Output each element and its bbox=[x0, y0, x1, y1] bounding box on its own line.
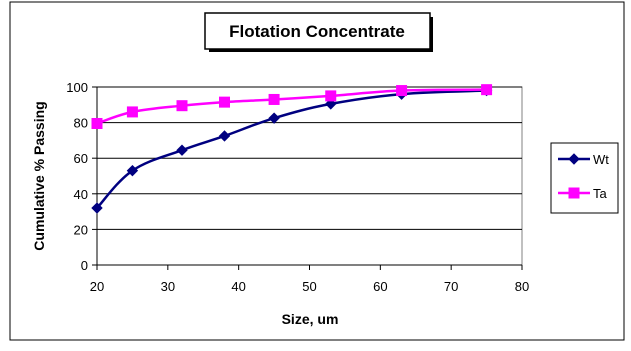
x-tick-label: 20 bbox=[90, 279, 104, 294]
legend-marker-ta bbox=[568, 187, 580, 199]
data-point-wt bbox=[126, 164, 139, 177]
title-box-shadow bbox=[430, 17, 433, 52]
data-point-ta bbox=[176, 100, 188, 112]
data-point-wt bbox=[176, 144, 188, 156]
y-tick-label: 60 bbox=[74, 151, 88, 166]
data-point-ta bbox=[219, 96, 230, 108]
legend-label-wt: Wt bbox=[593, 152, 609, 167]
y-tick-label: 100 bbox=[66, 80, 88, 95]
legend-label-ta: Ta bbox=[593, 186, 608, 201]
x-tick-label: 80 bbox=[515, 279, 529, 294]
x-axis-label: Size, um bbox=[282, 311, 339, 327]
data-point-wt bbox=[91, 202, 103, 214]
plot-area bbox=[96, 86, 523, 266]
data-point-wt bbox=[218, 130, 231, 142]
data-point-wt bbox=[268, 112, 280, 124]
y-axis-label: Cumulative % Passing bbox=[31, 101, 47, 250]
data-point-ta bbox=[396, 85, 408, 97]
x-tick-label: 50 bbox=[302, 279, 316, 294]
data-point-ta bbox=[126, 106, 138, 118]
gridlines bbox=[97, 86, 522, 230]
x-tick-label: 40 bbox=[231, 279, 245, 294]
data-point-ta bbox=[268, 93, 280, 105]
legend-box bbox=[550, 142, 619, 214]
data-point-ta bbox=[325, 90, 337, 102]
y-tick-label: 0 bbox=[81, 258, 88, 273]
legend: Wt Ta bbox=[558, 152, 609, 201]
y-tick-label: 80 bbox=[74, 116, 88, 131]
title-box bbox=[204, 12, 431, 50]
title-box-shadow-bottom bbox=[209, 49, 433, 52]
x-tick-label: 60 bbox=[373, 279, 387, 294]
data-point-wt bbox=[325, 98, 337, 110]
data-point-ta bbox=[91, 117, 103, 129]
series-layer bbox=[91, 84, 493, 214]
y-tick-label: 40 bbox=[74, 187, 88, 202]
chart-title: Flotation Concentrate bbox=[229, 22, 405, 41]
y-tick-label: 20 bbox=[74, 222, 88, 237]
legend-marker-wt bbox=[568, 153, 580, 165]
x-tick-label: 30 bbox=[161, 279, 175, 294]
data-point-ta bbox=[481, 84, 493, 96]
x-tick-label: 70 bbox=[444, 279, 458, 294]
